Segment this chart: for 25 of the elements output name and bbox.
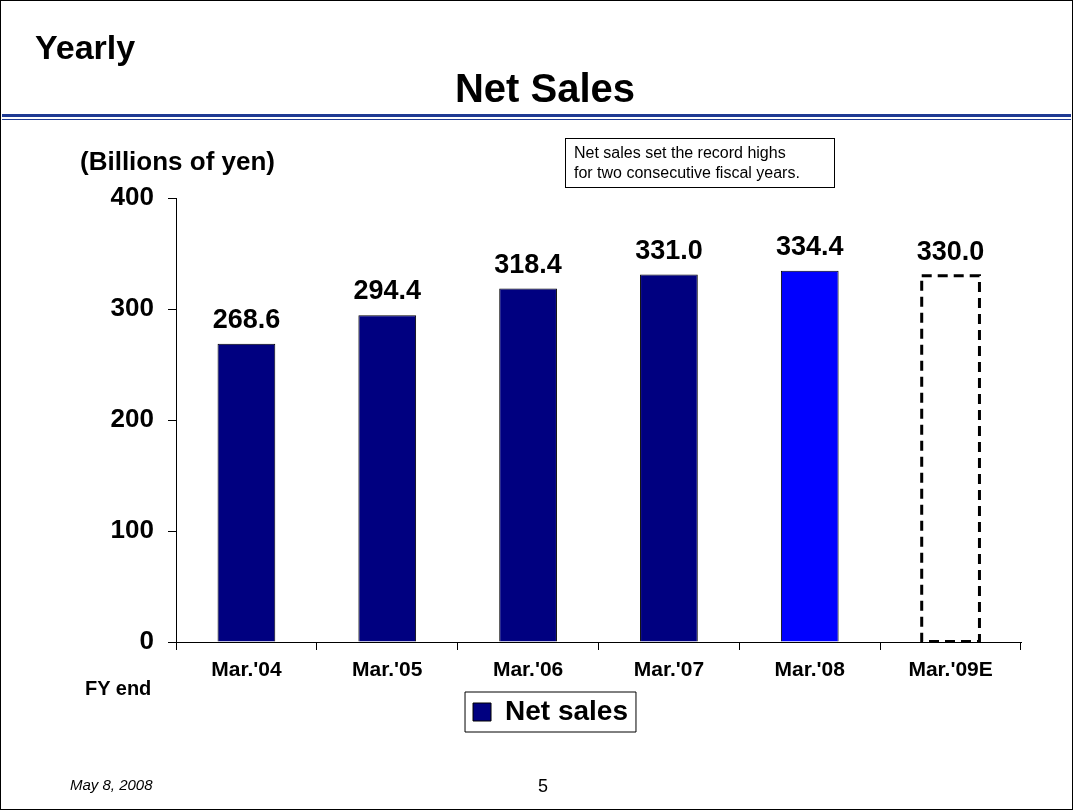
text: 5 xyxy=(538,776,549,797)
data-label: 334.4 xyxy=(775,230,844,261)
data-label: 330.0 xyxy=(916,235,985,266)
x-tick-label: Mar.'07 xyxy=(633,657,705,681)
y-tick-label: 0 xyxy=(139,625,154,656)
data-label: 268.6 xyxy=(212,303,281,334)
y-axis-title: (Billions of yen) xyxy=(80,146,275,177)
data-label: 318.4 xyxy=(494,248,562,279)
chart-title: Net Sales xyxy=(453,66,637,111)
x-tick-label: Mar.'06 xyxy=(492,657,564,681)
legend-label: Net sales xyxy=(505,694,628,726)
x-tick-label: Mar.'08 xyxy=(774,657,846,681)
y-tick-label: 400 xyxy=(110,181,154,212)
text: FY end xyxy=(85,677,152,700)
data-label: 331.0 xyxy=(635,234,703,265)
y-tick-label: 100 xyxy=(110,514,154,545)
text: Net sales set the record highs for two consecutive fiscal years. xyxy=(565,138,835,188)
y-tick-label: 200 xyxy=(110,403,154,434)
data-label: 294.4 xyxy=(353,275,422,306)
text: May 8, 2008 xyxy=(70,776,153,793)
y-tick-label: 300 xyxy=(110,292,154,323)
x-tick-label: Mar.'05 xyxy=(352,657,423,681)
chart-subtitle: Yearly xyxy=(35,28,136,67)
x-tick-label: Mar.'09E xyxy=(908,657,993,681)
x-tick-label: Mar.'04 xyxy=(211,657,282,681)
